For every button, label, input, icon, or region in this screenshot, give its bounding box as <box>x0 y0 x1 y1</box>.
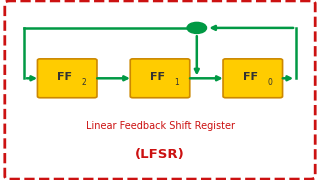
FancyBboxPatch shape <box>130 59 190 98</box>
Text: (LFSR): (LFSR) <box>135 148 185 161</box>
Text: FF: FF <box>243 72 258 82</box>
Text: 1: 1 <box>175 78 179 87</box>
Text: 2: 2 <box>82 78 86 87</box>
Text: 0: 0 <box>267 78 272 87</box>
FancyBboxPatch shape <box>223 59 283 98</box>
FancyBboxPatch shape <box>37 59 97 98</box>
Text: Linear Feedback Shift Register: Linear Feedback Shift Register <box>85 121 235 131</box>
Text: FF: FF <box>57 72 72 82</box>
Circle shape <box>187 22 206 33</box>
Text: FF: FF <box>150 72 165 82</box>
